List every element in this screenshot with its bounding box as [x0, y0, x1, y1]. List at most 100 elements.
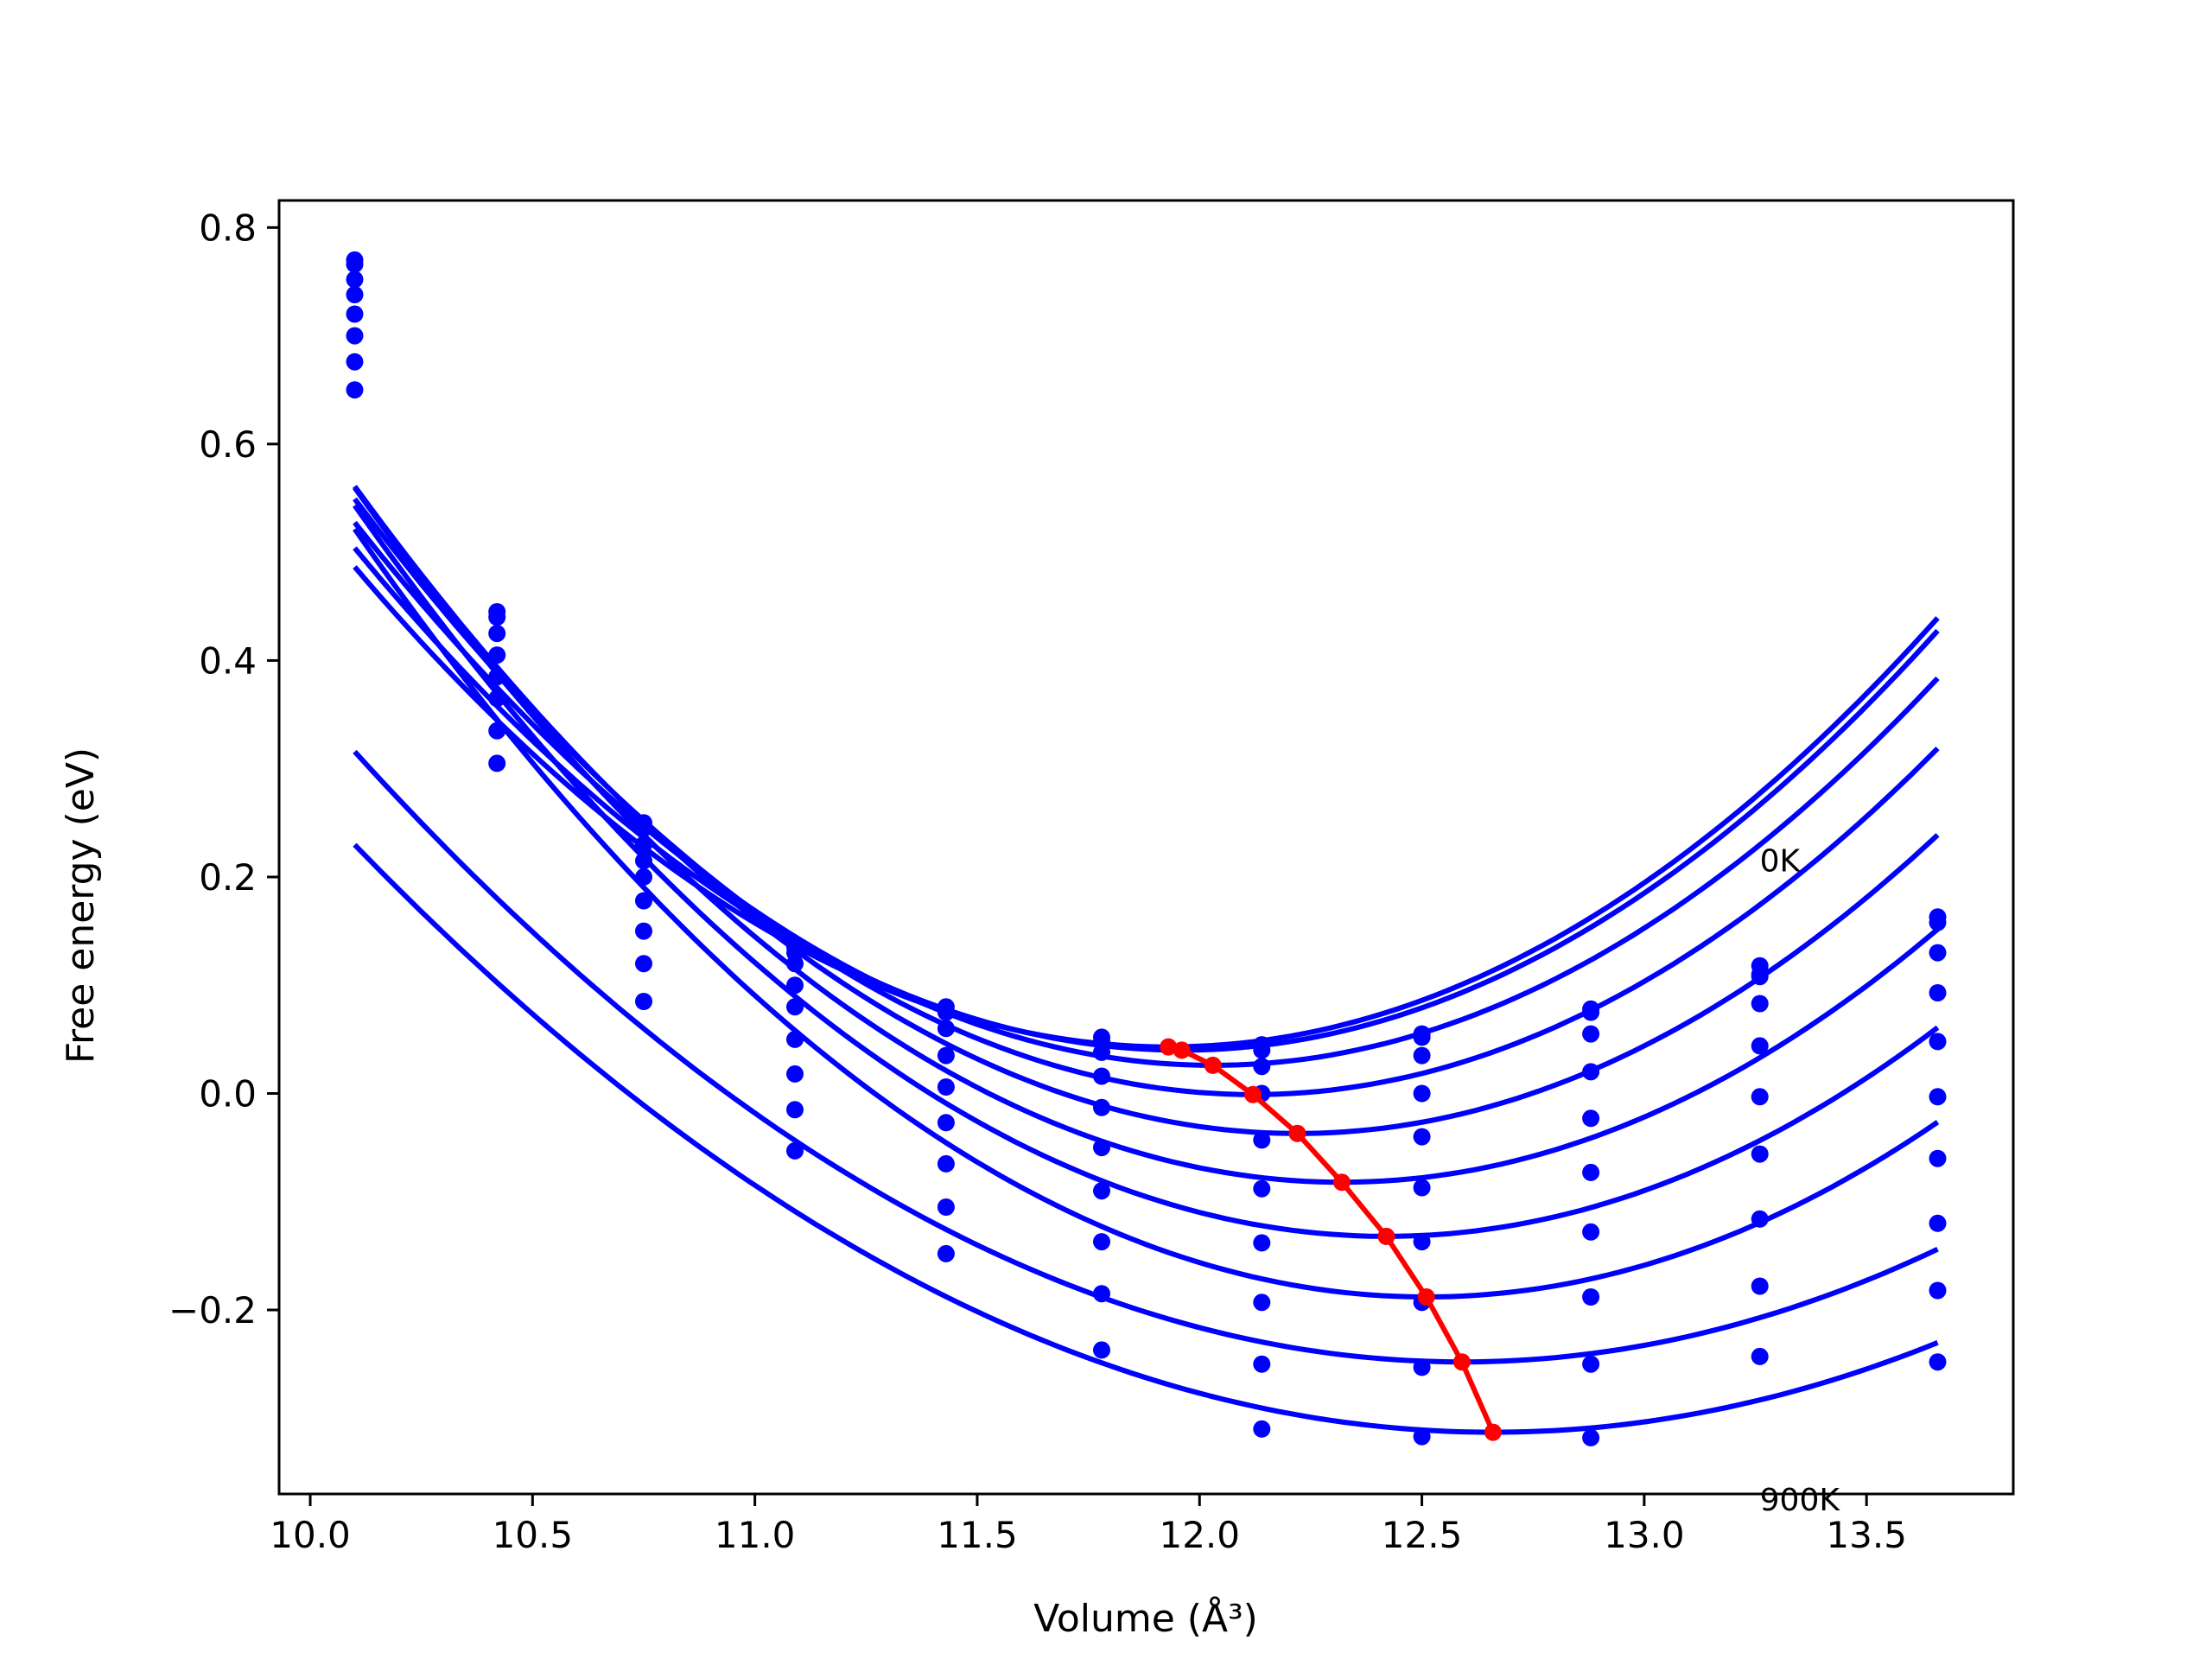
- data-point: [488, 646, 506, 664]
- data-point: [635, 836, 652, 854]
- data-point: [635, 892, 652, 910]
- fit-curve-5: [353, 485, 1940, 1136]
- minimum-curve: [1160, 1038, 1502, 1441]
- data-point: [937, 1046, 955, 1065]
- data-point: [635, 819, 652, 837]
- minimum-point: [1332, 1173, 1351, 1192]
- data-point: [1413, 1046, 1431, 1065]
- x-axis-label: Volume (Å³): [1033, 1595, 1258, 1641]
- data-point: [1751, 1347, 1769, 1365]
- data-point: [1929, 1353, 1947, 1371]
- data-point: [1413, 1128, 1431, 1146]
- data-point: [786, 1101, 804, 1119]
- minimum-point: [1160, 1038, 1178, 1056]
- data-point: [1093, 1182, 1110, 1200]
- data-point: [635, 993, 652, 1010]
- data-point: [1253, 1041, 1271, 1059]
- data-point: [1413, 1358, 1431, 1376]
- data-point: [1093, 1285, 1110, 1303]
- data-point: [346, 305, 364, 323]
- data-point: [1413, 1179, 1431, 1197]
- data-point: [786, 1030, 804, 1048]
- minimum-point: [1452, 1353, 1471, 1371]
- data-point: [1751, 1037, 1769, 1055]
- data-point: [1582, 1428, 1600, 1446]
- y-tick-label: −0.2: [168, 1289, 257, 1332]
- data-point: [346, 270, 364, 289]
- data-point: [346, 327, 364, 345]
- x-tick-label: 12.5: [1382, 1514, 1463, 1556]
- x-tick-label: 10.5: [493, 1514, 574, 1556]
- data-point: [1929, 913, 1947, 931]
- y-tick-label: 0.4: [199, 639, 257, 682]
- data-point: [1929, 1149, 1947, 1167]
- data-point: [1413, 1028, 1431, 1046]
- data-point: [937, 1020, 955, 1038]
- data-point: [1253, 1355, 1271, 1373]
- data-point: [346, 381, 364, 399]
- x-axis-ticks: 10.0 10.5 11.0 11.5 12.0 12.5 13.0 13.5: [270, 1494, 1907, 1556]
- data-point: [1253, 1131, 1271, 1149]
- data-point: [1751, 995, 1769, 1013]
- data-point: [488, 668, 506, 686]
- data-point: [488, 721, 506, 740]
- data-point: [488, 608, 506, 626]
- data-point: [635, 852, 652, 870]
- data-point: [1253, 1294, 1271, 1312]
- data-point: [1751, 1145, 1769, 1163]
- data-point: [488, 625, 506, 643]
- minimum-line: [1167, 1044, 1496, 1433]
- data-point: [786, 976, 804, 995]
- data-point: [346, 353, 364, 371]
- data-point: [346, 286, 364, 303]
- data-point: [786, 1141, 804, 1160]
- data-point: [937, 1154, 955, 1173]
- data-point: [1253, 1234, 1271, 1252]
- data-point: [1582, 1025, 1600, 1043]
- y-tick-label: 0.8: [199, 207, 257, 249]
- minimum-point: [1417, 1288, 1435, 1306]
- fit-curve-3: [353, 520, 1940, 1068]
- data-point: [1582, 1288, 1600, 1306]
- minimum-point: [1484, 1423, 1502, 1441]
- data-point: [786, 955, 804, 973]
- data-point: [1093, 1098, 1110, 1116]
- data-point: [937, 1244, 955, 1262]
- data-point: [1751, 968, 1769, 986]
- fit-curve-7: [353, 504, 1940, 1239]
- data-point: [1582, 1223, 1600, 1241]
- x-tick-label: 12.0: [1159, 1514, 1240, 1556]
- data-point: [1929, 984, 1947, 1001]
- data-point: [1093, 1341, 1110, 1359]
- data-point: [1093, 1233, 1110, 1251]
- data-point: [1929, 944, 1947, 962]
- fit-curves: [353, 485, 1940, 1435]
- axes-frame: [277, 199, 2015, 1496]
- minimum-point: [1288, 1124, 1306, 1142]
- x-tick-label: 13.0: [1604, 1514, 1685, 1556]
- temperature-label: 0K: [1760, 844, 1802, 880]
- data-point: [1929, 1281, 1947, 1300]
- data-point: [1751, 1210, 1769, 1228]
- fit-curve-8: [353, 527, 1940, 1300]
- data-point: [635, 868, 652, 886]
- data-point: [937, 1198, 955, 1216]
- data-point: [346, 255, 364, 273]
- fit-curve-10: [353, 842, 1939, 1435]
- data-point: [488, 690, 506, 708]
- data-point: [1582, 1109, 1600, 1128]
- data-point: [786, 1065, 804, 1083]
- data-point: [937, 1078, 955, 1096]
- x-tick-label: 11.5: [937, 1514, 1018, 1556]
- minimum-point: [1173, 1041, 1191, 1059]
- y-tick-label: 0.2: [199, 856, 257, 899]
- data-point: [635, 955, 652, 973]
- fit-curve-9: [353, 749, 1939, 1365]
- data-point: [786, 998, 804, 1016]
- y-axis-label: Free energy (eV): [59, 747, 103, 1064]
- minimum-point: [1377, 1227, 1395, 1245]
- data-point: [1093, 1067, 1110, 1085]
- data-point: [1253, 1179, 1271, 1198]
- data-points: [346, 251, 1947, 1446]
